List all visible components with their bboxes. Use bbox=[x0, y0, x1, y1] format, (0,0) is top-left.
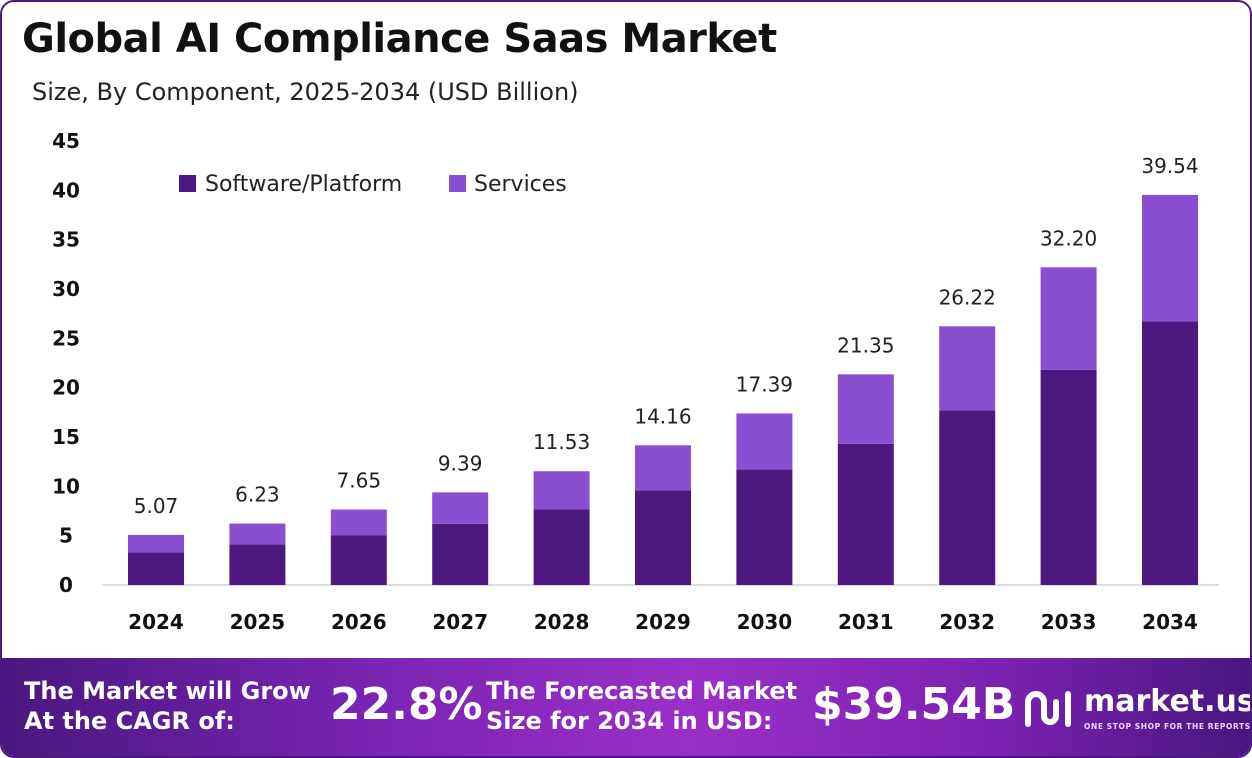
bar-software-platform bbox=[635, 490, 691, 585]
forecast-value: $39.54B bbox=[812, 679, 1016, 730]
bar-software-platform bbox=[533, 509, 590, 585]
y-tick-label: 5 bbox=[59, 524, 73, 548]
x-tick-label: 2027 bbox=[432, 610, 488, 634]
bar-services bbox=[432, 492, 489, 524]
bar-software-platform bbox=[1142, 321, 1198, 585]
y-axis: 0 5 10 15 20 25 30 35 40 45 bbox=[52, 129, 80, 597]
y-tick-label: 40 bbox=[52, 178, 80, 202]
chart-subtitle: Size, By Component, 2025-2034 (USD Billi… bbox=[32, 78, 579, 106]
bar-software-platform bbox=[1040, 369, 1097, 585]
x-tick-label: 2033 bbox=[1041, 610, 1097, 634]
market-us-logo: market.us ONE STOP SHOP FOR THE REPORTS bbox=[1022, 682, 1250, 736]
x-tick-label: 2026 bbox=[331, 610, 387, 634]
bar-services bbox=[837, 374, 894, 444]
y-tick-label: 0 bbox=[59, 573, 73, 597]
x-tick-label: 2024 bbox=[128, 610, 184, 634]
summary-banner: The Market will Grow At the CAGR of: 22.… bbox=[2, 658, 1250, 756]
legend-swatch-software bbox=[179, 175, 196, 192]
legend-label-software: Software/Platform bbox=[205, 172, 402, 197]
market-us-logo-icon bbox=[1025, 691, 1071, 727]
y-tick-label: 10 bbox=[52, 474, 80, 498]
cagr-value: 22.8% bbox=[330, 679, 483, 730]
y-tick-label: 35 bbox=[52, 228, 80, 252]
forecast-label-line2: Size for 2034 in USD: bbox=[486, 707, 773, 735]
bar-services bbox=[1040, 267, 1097, 370]
bar-services bbox=[736, 413, 793, 470]
bar-total-label: 5.07 bbox=[134, 494, 179, 518]
bar-services bbox=[533, 471, 590, 510]
x-axis: 2024 2025 2026 2027 2028 2029 2030 2031 2032 2033… bbox=[128, 610, 1198, 634]
bar-software-platform bbox=[128, 552, 184, 585]
forecast-label-line1: The Forecasted Market bbox=[486, 677, 798, 705]
bar-services bbox=[229, 523, 286, 545]
bar-software-platform bbox=[736, 469, 793, 585]
bar-total-label: 32.20 bbox=[1040, 226, 1097, 250]
legend-label-services: Services bbox=[474, 172, 567, 197]
bar-total-label: 7.65 bbox=[337, 469, 382, 493]
y-tick-label: 45 bbox=[52, 129, 80, 153]
bar-services bbox=[635, 445, 691, 491]
y-tick-label: 25 bbox=[52, 326, 80, 350]
chart-title: Global AI Compliance Saas Market bbox=[22, 16, 777, 62]
bar-software-platform bbox=[330, 535, 387, 585]
y-tick-label: 15 bbox=[52, 425, 80, 449]
bar-total-label: 6.23 bbox=[235, 483, 280, 507]
bar-services bbox=[939, 326, 996, 411]
cagr-label-line1: The Market will Grow bbox=[24, 677, 311, 705]
bar-software-platform bbox=[939, 410, 996, 585]
logo-tagline: ONE STOP SHOP FOR THE REPORTS bbox=[1084, 722, 1251, 731]
bar-software-platform bbox=[432, 523, 489, 585]
legend: Software/Platform Services bbox=[179, 172, 567, 197]
x-tick-label: 2032 bbox=[939, 610, 995, 634]
x-tick-label: 2028 bbox=[534, 610, 590, 634]
x-tick-label: 2030 bbox=[737, 610, 793, 634]
logo-name: market.us bbox=[1084, 684, 1252, 719]
x-tick-label: 2031 bbox=[838, 610, 894, 634]
legend-swatch-services bbox=[449, 175, 466, 192]
bar-software-platform bbox=[837, 443, 894, 585]
y-tick-label: 20 bbox=[52, 376, 80, 400]
bar-total-label: 21.35 bbox=[837, 333, 894, 357]
bar-services bbox=[330, 509, 387, 536]
x-tick-label: 2029 bbox=[635, 610, 691, 634]
bar-total-label: 17.39 bbox=[736, 372, 793, 396]
bar-services bbox=[1142, 194, 1198, 322]
bar-total-label: 14.16 bbox=[634, 404, 691, 428]
x-tick-label: 2034 bbox=[1142, 610, 1198, 634]
y-tick-label: 30 bbox=[52, 277, 80, 301]
bar-total-label: 39.54 bbox=[1141, 154, 1198, 178]
cagr-label-line2: At the CAGR of: bbox=[24, 707, 235, 735]
bars: 5.07 6.23 7.65 9.39 11.53 14.16 17.39 21.35 26.2… bbox=[128, 154, 1199, 585]
bar-total-label: 11.53 bbox=[533, 430, 590, 454]
bar-total-label: 9.39 bbox=[438, 451, 483, 475]
bar-software-platform bbox=[229, 544, 286, 585]
bar-services bbox=[128, 534, 184, 553]
x-tick-label: 2025 bbox=[230, 610, 286, 634]
bar-total-label: 26.22 bbox=[939, 285, 996, 309]
